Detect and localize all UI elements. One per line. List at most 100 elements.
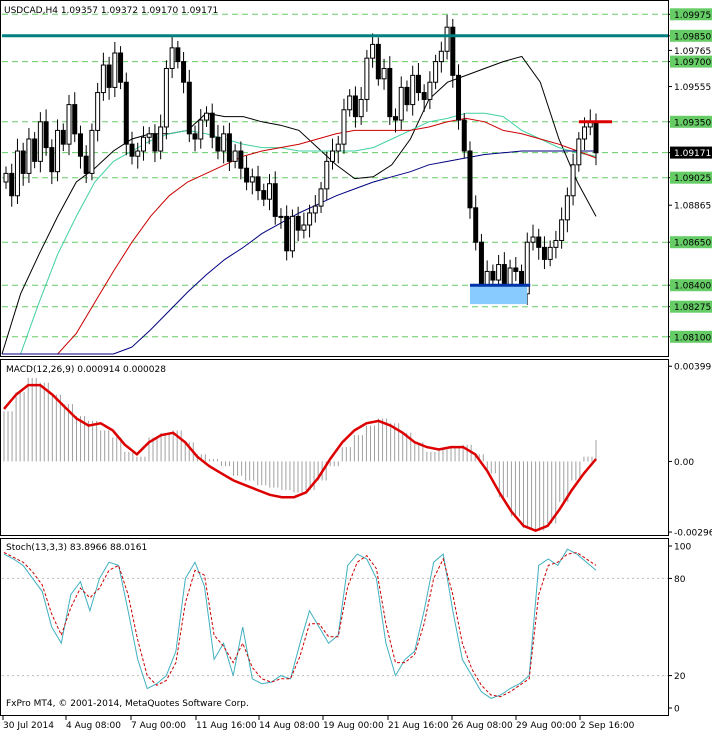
price-label-box <box>670 115 712 128</box>
candle-body <box>358 98 364 118</box>
time-label: 7 Aug 00:00 <box>131 721 186 731</box>
candle-body <box>307 212 313 226</box>
price-label-box <box>670 55 712 68</box>
time-label: 14 Aug 08:00 <box>259 721 320 731</box>
candle-body <box>221 133 227 152</box>
candle-body <box>536 236 542 248</box>
candle-body <box>100 64 106 94</box>
moving-average-line <box>2 150 596 355</box>
price-label-box <box>670 8 712 21</box>
price-label-box <box>670 300 712 313</box>
annotations-layer <box>2 34 668 305</box>
candle-body <box>415 74 421 94</box>
candle-body <box>410 74 416 106</box>
candle-body <box>72 104 78 135</box>
stoch-main-line <box>3 548 597 699</box>
candle-body <box>501 264 507 286</box>
price-label-box <box>670 330 712 343</box>
candle-body <box>456 74 462 121</box>
candle-body <box>564 195 570 221</box>
price-pane-frame <box>0 0 669 357</box>
candle-body <box>404 86 410 106</box>
candle-body <box>272 183 278 217</box>
candle-body <box>203 112 209 121</box>
macd-tick-label: 0.00 <box>674 458 694 468</box>
candle-body <box>266 183 272 200</box>
time-label: 26 Aug 08:00 <box>452 721 513 731</box>
candle-body <box>593 121 599 154</box>
macd-layer <box>3 377 597 532</box>
candle-body <box>37 121 43 162</box>
candle-body <box>192 133 198 140</box>
candle-body <box>576 138 582 166</box>
price-label: 1.09025 <box>674 174 711 184</box>
candle-body <box>541 246 547 260</box>
macd-axis: 0.00399 0.00 -0.00296 <box>668 363 712 539</box>
macd-signal-line <box>3 383 597 532</box>
candle-body <box>582 126 588 140</box>
price-label: 1.08275 <box>674 303 711 313</box>
candle-body <box>261 190 267 200</box>
candle-body <box>83 155 89 174</box>
candle-body <box>226 133 232 162</box>
candle-body <box>186 81 192 135</box>
stoch-tick-label: 100 <box>674 543 691 553</box>
copyright-text: FxPro MT4, © 2001-2014, MetaQuotes Softw… <box>6 699 249 709</box>
candle-body <box>478 241 484 286</box>
macd-pane-frame <box>0 359 669 536</box>
candle-body <box>461 119 467 152</box>
stoch-title: Stoch(13,3,3) 83.8966 88.0161 <box>6 543 147 553</box>
candle-body <box>375 43 381 80</box>
price-label: 1.09975 <box>674 11 711 21</box>
moving-average-line <box>2 117 597 355</box>
candle-body <box>364 57 370 100</box>
stoch-tick-label: 0 <box>674 705 680 715</box>
price-label-box <box>670 236 712 249</box>
candle-body <box>496 264 502 281</box>
time-label: 4 Aug 08:00 <box>66 721 121 731</box>
time-label: 21 Aug 16:00 <box>388 721 449 731</box>
candle-body <box>284 215 290 252</box>
current-price-label: 1.09171 <box>674 149 711 159</box>
price-label: 1.08865 <box>674 202 711 212</box>
candle-body <box>20 150 26 174</box>
candles-layer <box>3 14 599 305</box>
candle-body <box>490 270 496 281</box>
candle-body <box>112 52 118 88</box>
candle-body <box>163 67 169 128</box>
candle-body <box>249 176 255 183</box>
candle-body <box>89 129 95 174</box>
macd-title: MACD(12,26,9) 0.000914 0.000028 <box>6 365 166 375</box>
candle-body <box>295 215 301 231</box>
time-label: 29 Aug 00:00 <box>516 721 577 731</box>
price-label: 1.08650 <box>674 239 711 249</box>
candle-body <box>421 92 427 100</box>
stoch-tick-label: 20 <box>674 672 686 682</box>
stoch-layer <box>2 548 668 699</box>
candle-body <box>255 176 261 192</box>
candle-body <box>450 26 456 76</box>
candle-body <box>387 67 393 118</box>
candle-body <box>152 133 158 152</box>
candle-body <box>32 138 38 162</box>
candle-body <box>433 61 439 83</box>
candle-body <box>278 215 284 218</box>
candle-body <box>370 43 376 59</box>
candle-body <box>570 164 576 197</box>
price-label: 1.09350 <box>674 118 711 128</box>
candle-body <box>467 150 473 209</box>
candle-body <box>146 133 152 138</box>
candle-body <box>341 109 347 145</box>
candle-body <box>244 167 250 183</box>
candle-body <box>106 64 112 88</box>
candle-body <box>118 52 124 83</box>
symbol-title: USDCAD,H4 1.09357 1.09372 1.09170 1.0917… <box>4 6 218 16</box>
candle-body <box>347 95 353 111</box>
candle-body <box>232 150 238 162</box>
candle-body <box>135 150 141 157</box>
candle-body <box>77 133 83 157</box>
stoch-tick-label: 80 <box>674 575 686 585</box>
candle-body <box>43 121 49 149</box>
